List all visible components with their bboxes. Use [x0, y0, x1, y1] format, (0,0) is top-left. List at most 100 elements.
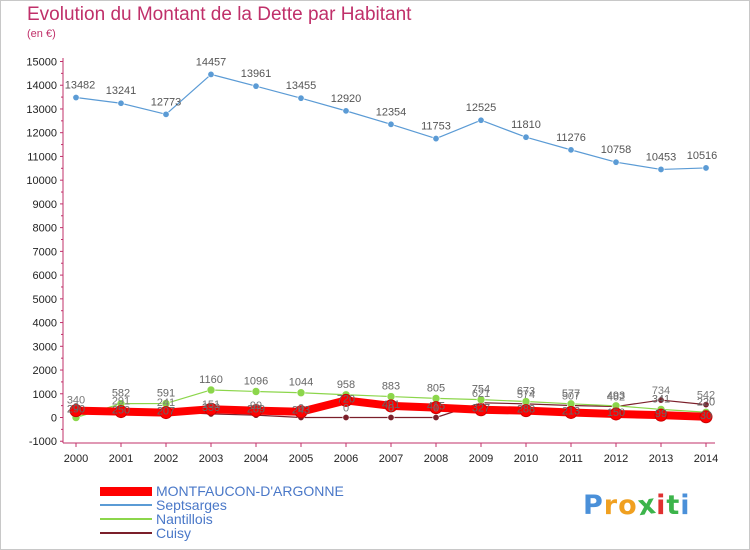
y-tick-label: 15000 — [26, 57, 57, 69]
data-point — [342, 413, 350, 421]
data-point — [384, 399, 398, 413]
y-tick-label: 4000 — [33, 318, 57, 330]
logo-letter: x — [635, 488, 659, 523]
data-label: 720 — [337, 393, 355, 405]
data-point — [204, 402, 218, 416]
legend-swatch — [100, 486, 152, 496]
x-tick-label: 2009 — [469, 453, 493, 465]
data-point — [252, 82, 260, 90]
x-tick-label: 2007 — [379, 453, 403, 465]
data-label: 805 — [427, 382, 445, 394]
data-label: 99 — [250, 400, 262, 412]
logo-letter: o — [618, 490, 638, 521]
data-label: 12773 — [151, 96, 182, 108]
data-label: 30 — [700, 410, 712, 422]
x-tick-label: 2011 — [559, 453, 583, 465]
data-point — [206, 385, 216, 395]
data-label: 462 — [607, 392, 625, 404]
data-point — [564, 405, 578, 419]
legend-swatch — [100, 518, 152, 520]
data-point — [432, 413, 440, 421]
data-label: 207 — [157, 406, 175, 418]
y-tick-label: 14000 — [26, 80, 57, 92]
logo-letter: i — [680, 490, 691, 521]
data-label: 582 — [112, 388, 130, 400]
data-label: 151 — [202, 399, 220, 411]
data-label: 883 — [382, 381, 400, 393]
data-label: 12354 — [376, 106, 407, 118]
data-label: 493 — [607, 390, 625, 402]
data-label: 14457 — [196, 56, 227, 68]
logo-letter: P — [583, 490, 604, 521]
data-label: 12920 — [331, 93, 362, 105]
data-point — [159, 406, 173, 420]
y-tick-label: 0 — [51, 413, 57, 425]
data-label: 243 — [292, 405, 310, 417]
data-point — [522, 133, 530, 141]
data-point — [612, 158, 620, 166]
data-point — [702, 164, 710, 172]
chart-title: Evolution du Montant de la Dette par Hab… — [27, 4, 412, 25]
data-point — [72, 94, 80, 102]
data-label: 621 — [472, 388, 490, 400]
y-tick-label: 6000 — [33, 270, 57, 282]
legend-label: MONTFAUCON-D'ARGONNE — [156, 483, 344, 499]
data-label: 10516 — [687, 150, 718, 162]
data-label: 10453 — [646, 151, 677, 163]
data-label: 0 — [298, 403, 304, 415]
data-label: 542 — [697, 390, 715, 402]
data-label: 341 — [652, 393, 670, 405]
data-label: 250 — [112, 405, 130, 417]
data-point — [296, 388, 306, 398]
y-tick-label: 3000 — [33, 341, 57, 353]
x-tick-label: 2013 — [649, 453, 673, 465]
y-tick-label: 10000 — [26, 175, 57, 187]
line-chart: -100001000200030004000500060007000800090… — [26, 56, 718, 465]
data-point — [387, 120, 395, 128]
data-point — [519, 404, 533, 418]
data-label: 754 — [472, 384, 490, 396]
data-point — [657, 165, 665, 173]
chart-unit: (en €) — [27, 28, 56, 40]
data-label: 13241 — [106, 85, 137, 97]
data-label: 291 — [112, 396, 130, 408]
y-tick-label: -1000 — [29, 436, 57, 448]
data-point — [567, 146, 575, 154]
legend-item: Septsarges — [100, 497, 420, 513]
proxiti-logo: Proxiti — [583, 488, 691, 523]
y-tick-label: 9000 — [33, 199, 57, 211]
data-point — [654, 408, 668, 422]
legend: MONTFAUCON-D'ARGONNE Septsarges Nantillois… — [100, 483, 420, 541]
data-label: 11276 — [556, 132, 586, 144]
data-point — [117, 99, 125, 107]
data-label: 220 — [697, 396, 715, 408]
y-tick-label: 11000 — [27, 151, 57, 163]
data-label: 11810 — [511, 119, 541, 131]
y-tick-label: 12000 — [26, 128, 57, 140]
legend-item: Cuisy — [100, 525, 420, 541]
data-label: 958 — [337, 379, 355, 391]
data-label: 574 — [517, 389, 535, 401]
y-tick-label: 8000 — [33, 223, 57, 235]
data-point — [609, 407, 623, 421]
legend-label: Cuisy — [156, 525, 192, 541]
data-point — [339, 393, 353, 407]
data-point — [251, 387, 261, 396]
data-label: 150 — [607, 407, 625, 419]
y-tick-label: 7000 — [33, 246, 57, 258]
y-tick-label: 1000 — [33, 389, 57, 401]
x-tick-label: 2012 — [604, 453, 628, 465]
x-tick-label: 2000 — [64, 453, 88, 465]
data-point — [477, 116, 485, 124]
data-label: 327 — [472, 403, 490, 415]
legend-swatch — [100, 504, 152, 506]
x-tick-label: 2002 — [154, 453, 178, 465]
data-label: 0 — [343, 403, 349, 415]
data-label: 10758 — [601, 144, 632, 156]
legend-label: Septsarges — [156, 497, 227, 513]
data-point — [429, 401, 443, 415]
data-label: 577 — [562, 388, 580, 400]
x-tick-label: 2014 — [694, 453, 718, 465]
legend-item: MONTFAUCON-D'ARGONNE — [100, 483, 420, 499]
data-label: 11753 — [421, 121, 451, 133]
